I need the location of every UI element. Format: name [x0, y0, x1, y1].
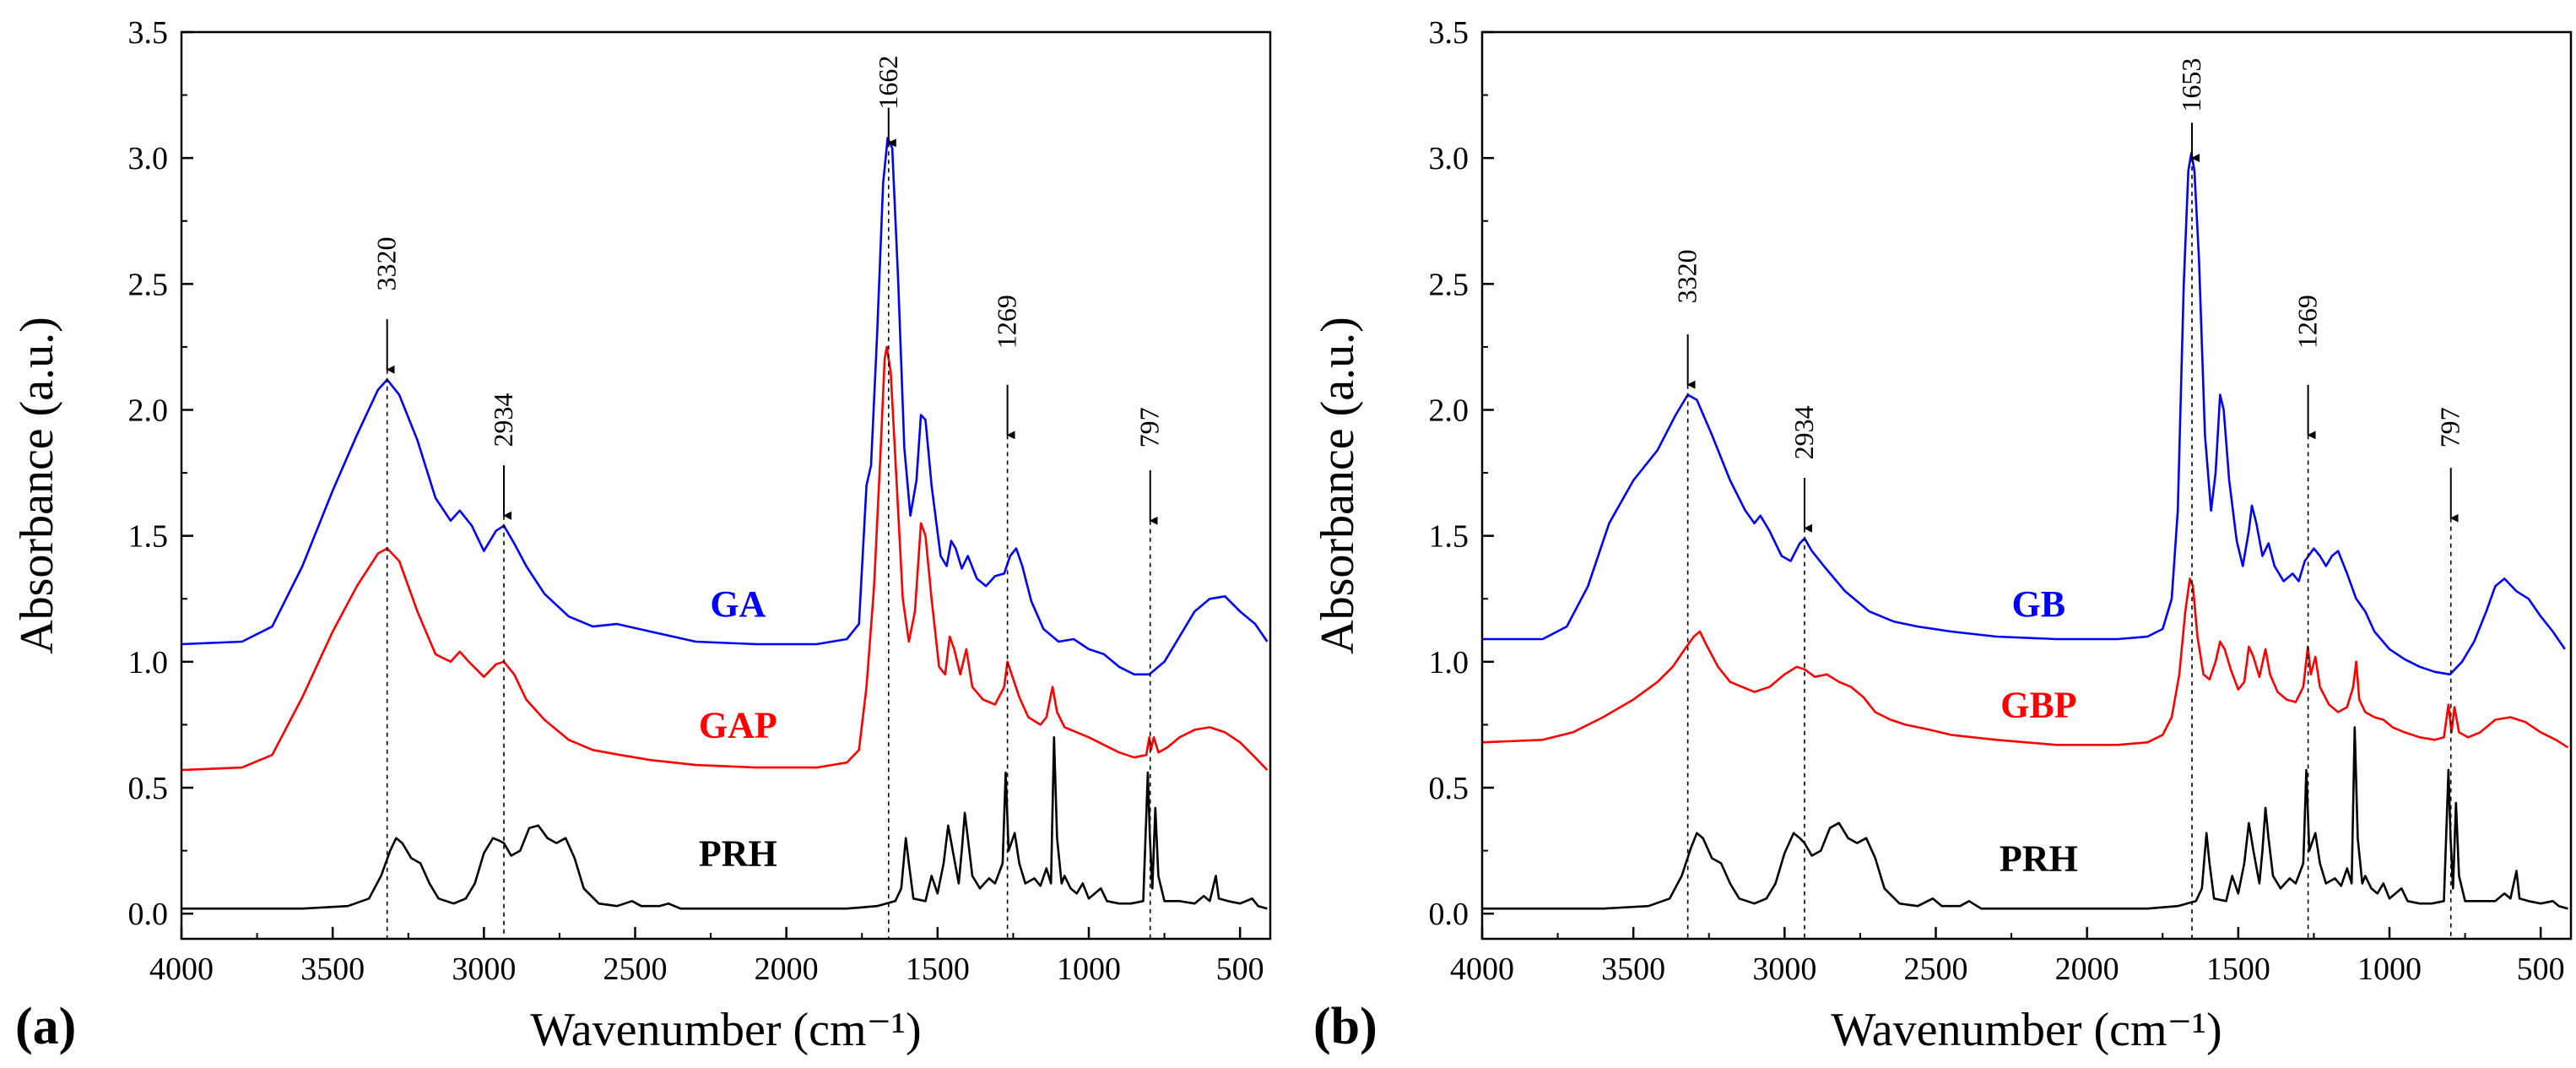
x-tick-label: 3000: [1752, 951, 1816, 987]
spectrum-gb: [1482, 151, 2566, 676]
y-tick-label: 3.5: [128, 15, 169, 51]
peak-label-1269: 1269: [992, 295, 1022, 349]
spectrum-gap: [181, 345, 1269, 772]
y-tick-label: 2.0: [128, 393, 169, 429]
y-tick-label: 0.0: [1429, 897, 1469, 932]
x-axis-title: Wavenumber (cm⁻¹): [1831, 1004, 2222, 1056]
peak-label-797: 797: [2435, 407, 2465, 447]
series-label-gb: GB: [2012, 583, 2066, 625]
y-tick-label: 0.5: [128, 771, 169, 806]
x-axis-title: Wavenumber (cm⁻¹): [530, 1004, 921, 1056]
panel-b: GB GBP PRH 3320 2934 1653 1269 797 4000 3500 3000 2…: [1312, 15, 2573, 1056]
spectrum-ga: [181, 137, 1269, 676]
y-tick-label: 2.5: [128, 267, 169, 302]
peak-label-3320: 3320: [371, 236, 402, 290]
y-tick-label: 0.0: [128, 897, 169, 932]
series-label-gap: GAP: [699, 704, 777, 745]
y-tick-label: 1.5: [128, 519, 169, 555]
y-tick-label: 1.5: [1429, 519, 1469, 555]
x-tick-label: 500: [1216, 951, 1264, 987]
x-tick-label: 3500: [300, 951, 365, 987]
y-axis-title: Absorbance (a.u.): [1312, 317, 1364, 654]
peak-label-1269: 1269: [2292, 295, 2323, 349]
spectrum-prh: [181, 736, 1268, 910]
x-tick-label: 2500: [603, 951, 668, 987]
series-label-gbp: GBP: [2000, 684, 2076, 725]
peak-label-1653: 1653: [2176, 58, 2206, 112]
spectrum-gbp: [1481, 577, 2569, 749]
y-tick-label: 3.0: [1429, 141, 1469, 176]
plot-frame: [180, 30, 1272, 941]
x-tick-label: 3500: [1601, 951, 1665, 987]
peak-label-1662: 1662: [873, 56, 903, 110]
panel-a: GA GAP PRH 3320 2934 1662 1269 797 4000 3500 3000 2…: [11, 15, 1272, 1056]
x-tick-label: 4000: [149, 951, 214, 987]
y-tick-label: 0.5: [1429, 771, 1469, 806]
series-label-prh: PRH: [699, 832, 777, 874]
panel-label-a: (a): [15, 998, 76, 1055]
panel-label-b: (b): [1313, 998, 1377, 1055]
y-tick-label: 2.5: [1429, 267, 1469, 302]
series-label-ga: GA: [710, 583, 766, 625]
x-tick-label: 1000: [2357, 951, 2422, 987]
y-axis-title: Absorbance (a.u.): [11, 317, 63, 654]
plot-frame: [1480, 30, 2573, 941]
y-tick-label: 1.0: [1429, 645, 1469, 680]
peak-label-3320: 3320: [1672, 249, 1702, 303]
y-tick-label: 3.0: [128, 141, 169, 176]
x-tick-label: 1000: [1057, 951, 1121, 987]
x-tick-label: 1500: [906, 951, 970, 987]
spectrum-prh: [1482, 726, 2568, 910]
x-tick-label: 4000: [1450, 951, 1514, 987]
y-tick-label: 2.0: [1429, 393, 1469, 429]
peak-label-2934: 2934: [1789, 405, 1819, 459]
peak-label-797: 797: [1134, 407, 1165, 447]
x-tick-label: 2000: [2055, 951, 2119, 987]
peak-label-2934: 2934: [488, 393, 518, 447]
x-tick-label: 500: [2517, 951, 2565, 987]
x-tick-label: 3000: [452, 951, 516, 987]
x-tick-label: 2500: [1904, 951, 1968, 987]
y-tick-label: 3.5: [1429, 15, 1469, 51]
series-label-prh: PRH: [2000, 838, 2078, 879]
x-tick-label: 1500: [2206, 951, 2270, 987]
y-tick-label: 1.0: [128, 645, 169, 680]
x-tick-label: 2000: [755, 951, 819, 987]
